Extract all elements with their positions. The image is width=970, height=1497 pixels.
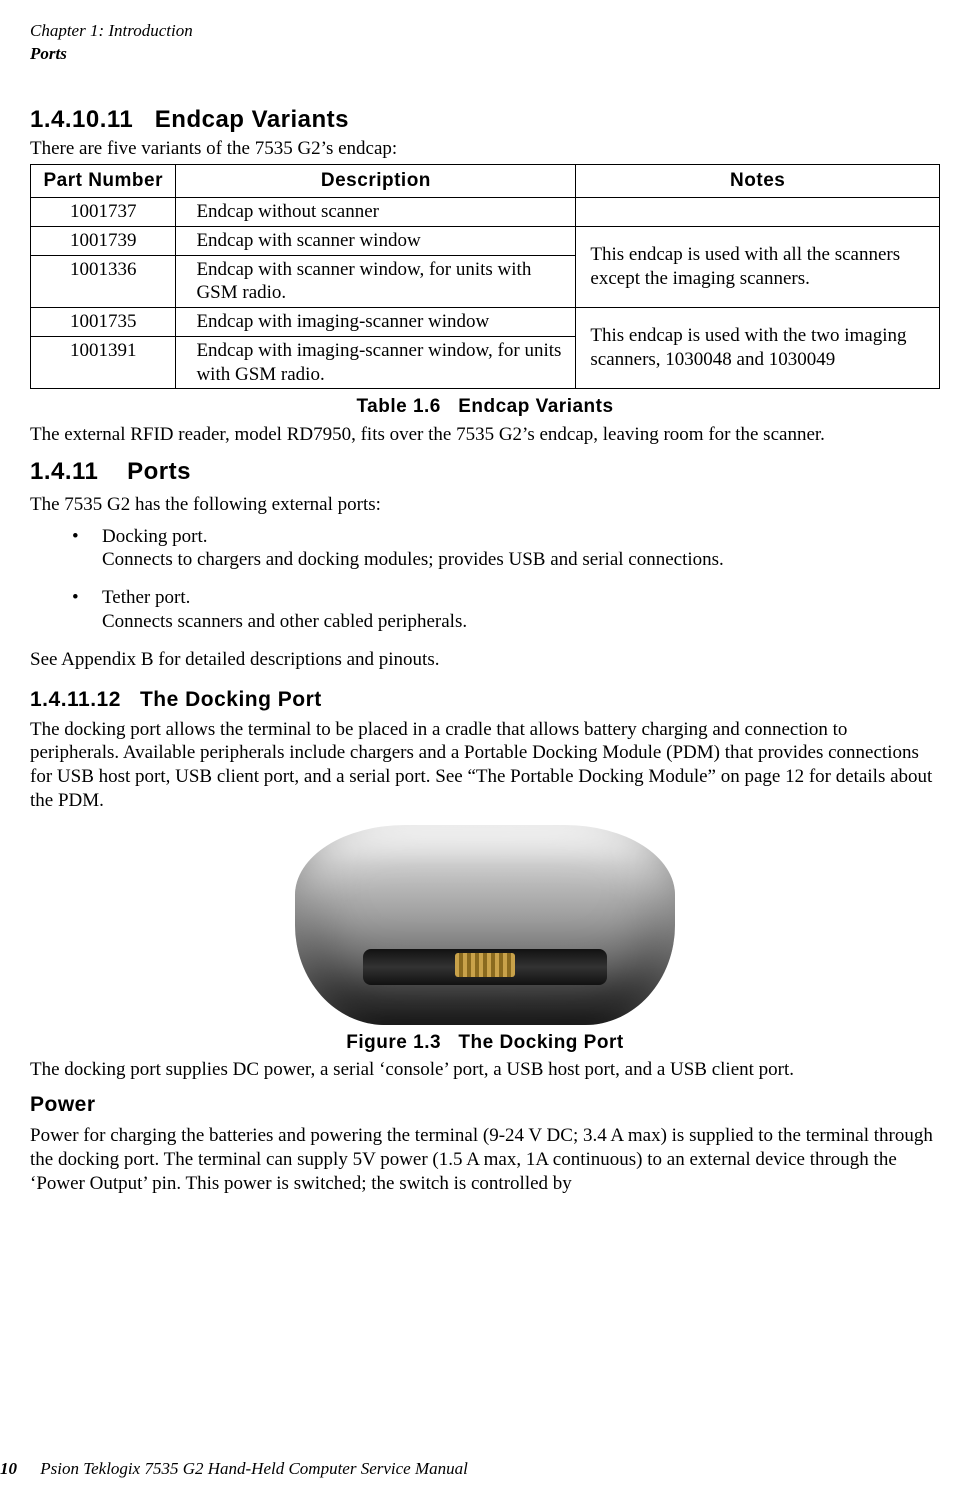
heading-title: The Docking Port bbox=[140, 688, 322, 711]
heading-title: Endcap Variants bbox=[155, 106, 349, 133]
cell-pn: 1001739 bbox=[31, 226, 176, 255]
heading-title: Ports bbox=[127, 458, 191, 485]
page-footer: 10 Psion Teklogix 7535 G2 Hand-Held Comp… bbox=[0, 1458, 970, 1479]
footer-title: Psion Teklogix 7535 G2 Hand-Held Compute… bbox=[40, 1459, 468, 1478]
docking-after-fig: The docking port supplies DC power, a se… bbox=[30, 1058, 940, 1082]
cell-desc: Endcap with scanner window, for units wi… bbox=[176, 255, 576, 308]
heading-number: 1.4.10.11 bbox=[30, 106, 133, 133]
heading-power: Power bbox=[30, 1092, 940, 1118]
cell-desc: Endcap with imaging-scanner window, for … bbox=[176, 336, 576, 389]
docking-para: The docking port allows the terminal to … bbox=[30, 718, 940, 813]
table-caption-number: Table 1.6 bbox=[356, 396, 440, 417]
heading-ports: 1.4.11 Ports bbox=[30, 457, 940, 487]
list-item: Tether port. Connects scanners and other… bbox=[30, 586, 940, 634]
th-part-number: Part Number bbox=[31, 165, 176, 198]
heading-endcap-variants: 1.4.10.11 Endcap Variants bbox=[30, 105, 940, 135]
heading-docking-port: 1.4.11.12 The Docking Port bbox=[30, 687, 940, 713]
list-item: Docking port. Connects to chargers and d… bbox=[30, 525, 940, 573]
cell-pn: 1001737 bbox=[31, 198, 176, 227]
running-header-section: Ports bbox=[30, 43, 940, 64]
list-item-head: Tether port. bbox=[102, 587, 190, 608]
heading-number: 1.4.11 bbox=[30, 458, 98, 485]
endcap-table: Part Number Description Notes 1001737 En… bbox=[30, 164, 940, 389]
list-item-head: Docking port. bbox=[102, 526, 208, 547]
th-description: Description bbox=[176, 165, 576, 198]
list-item-body: Connects scanners and other cabled perip… bbox=[102, 611, 467, 632]
cell-desc: Endcap without scanner bbox=[176, 198, 576, 227]
table-header-row: Part Number Description Notes bbox=[31, 165, 940, 198]
page: Chapter 1: Introduction Ports 1.4.10.11 … bbox=[0, 0, 970, 1497]
page-number: 10 bbox=[0, 1458, 36, 1479]
cell-notes-empty bbox=[576, 198, 940, 227]
endcap-intro: There are five variants of the 7535 G2’s… bbox=[30, 137, 940, 161]
cell-notes-a: This endcap is used with all the scanner… bbox=[576, 226, 940, 307]
table-row: 1001737 Endcap without scanner bbox=[31, 198, 940, 227]
figure-caption: Figure 1.3 The Docking Port bbox=[30, 1031, 940, 1055]
list-item-body: Connects to chargers and docking modules… bbox=[102, 549, 724, 570]
running-header-chapter: Chapter 1: Introduction bbox=[30, 20, 940, 41]
th-notes: Notes bbox=[576, 165, 940, 198]
after-table-text: The external RFID reader, model RD7950, … bbox=[30, 423, 940, 447]
cell-pn: 1001735 bbox=[31, 308, 176, 337]
cell-pn: 1001336 bbox=[31, 255, 176, 308]
power-para: Power for charging the batteries and pow… bbox=[30, 1124, 940, 1195]
ports-intro: The 7535 G2 has the following external p… bbox=[30, 493, 940, 517]
ports-after: See Appendix B for detailed descriptions… bbox=[30, 648, 940, 672]
cell-pn: 1001391 bbox=[31, 336, 176, 389]
table-row: 1001735 Endcap with imaging-scanner wind… bbox=[31, 308, 940, 337]
cell-desc: Endcap with imaging-scanner window bbox=[176, 308, 576, 337]
figure-caption-number: Figure 1.3 bbox=[346, 1032, 441, 1053]
table-caption-title: Endcap Variants bbox=[458, 396, 613, 417]
cell-notes-b: This endcap is used with the two imaging… bbox=[576, 308, 940, 389]
figure-caption-title: The Docking Port bbox=[458, 1032, 623, 1053]
cell-desc: Endcap with scanner window bbox=[176, 226, 576, 255]
ports-list: Docking port. Connects to chargers and d… bbox=[30, 525, 940, 634]
heading-number: 1.4.11.12 bbox=[30, 688, 121, 711]
docking-port-figure bbox=[295, 825, 675, 1025]
table-caption: Table 1.6 Endcap Variants bbox=[30, 395, 940, 419]
table-row: 1001739 Endcap with scanner window This … bbox=[31, 226, 940, 255]
